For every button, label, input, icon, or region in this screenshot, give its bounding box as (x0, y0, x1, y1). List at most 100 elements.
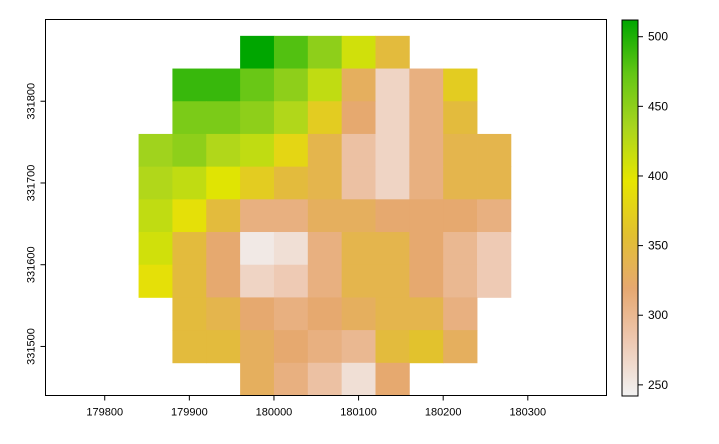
raster-cell (341, 199, 376, 233)
raster-cell (477, 264, 512, 298)
colorbar-tick-label: 500 (648, 30, 668, 44)
raster-cell (477, 232, 512, 266)
raster-cell (443, 68, 478, 102)
raster-cell (443, 101, 478, 135)
y-tick-label: 331800 (26, 83, 38, 120)
x-tick-label: 180100 (340, 407, 377, 419)
raster-cell (273, 232, 309, 266)
y-axis: 331500 331600 331700 331800 (26, 83, 46, 365)
raster-cell (477, 133, 512, 168)
colorbar-tick-label: 250 (648, 378, 668, 392)
raster-cell (172, 330, 207, 364)
color-legend: 250 300 350 400 450 500 (621, 19, 668, 397)
raster-cell (172, 199, 207, 233)
plot-border (45, 19, 607, 396)
raster-cell (375, 166, 410, 200)
raster-cell (375, 68, 410, 102)
raster-cell (443, 330, 478, 364)
colorbar-ticks: 250 300 350 400 450 500 (638, 30, 668, 392)
raster-cell (375, 362, 410, 396)
raster-cell (443, 166, 478, 200)
x-tick-label: 180200 (425, 407, 462, 419)
raster-cell (273, 297, 309, 331)
raster-cell (341, 297, 376, 331)
raster-cell (138, 166, 173, 200)
y-tick-label: 331700 (26, 165, 38, 202)
raster-cell (409, 133, 444, 168)
raster-cell (341, 362, 376, 396)
raster-cell (206, 166, 241, 200)
raster-cell (375, 232, 410, 266)
raster-cell (240, 232, 275, 266)
raster-cell (341, 35, 376, 69)
raster-cell (375, 330, 410, 364)
raster-cell (240, 264, 275, 298)
x-tick-label: 179800 (86, 407, 123, 419)
raster-cell (307, 232, 343, 266)
raster-cell (409, 166, 444, 200)
raster-cell (307, 199, 343, 233)
raster-cell (240, 101, 275, 135)
raster-cell (138, 133, 173, 168)
raster-cell (341, 232, 376, 266)
raster-cell (273, 330, 309, 364)
raster-cell (172, 166, 207, 200)
raster-cell (273, 35, 309, 69)
x-tick-label: 179900 (171, 407, 208, 419)
raster-cell (172, 264, 207, 298)
raster-cell (341, 133, 376, 168)
colorbar-tick-label: 400 (648, 169, 668, 183)
raster-cell (273, 166, 309, 200)
raster-cell (307, 35, 343, 69)
raster-cell (341, 330, 376, 364)
raster-cell (240, 362, 275, 396)
raster-cell (341, 166, 376, 200)
raster-cell (240, 133, 275, 168)
raster-cell (240, 199, 275, 233)
raster-cell (409, 264, 444, 298)
raster-cell (409, 297, 444, 331)
raster-cell (409, 199, 444, 233)
raster-cell (273, 362, 309, 396)
raster-cell (341, 101, 376, 135)
raster-cell (443, 232, 478, 266)
raster-cell (206, 101, 241, 135)
raster-cell (206, 232, 241, 266)
raster-cell (409, 101, 444, 135)
raster-cell (172, 101, 207, 135)
x-tick-label: 180300 (509, 407, 546, 419)
raster-cell (307, 297, 343, 331)
raster-cell (307, 166, 343, 200)
raster-cell (206, 133, 241, 168)
raster-cell (443, 133, 478, 168)
raster-cell (206, 264, 241, 298)
raster-cell (307, 133, 343, 168)
raster-cell (443, 199, 478, 233)
raster-cell (240, 68, 275, 102)
raster-cell (138, 232, 173, 266)
raster-cell (138, 199, 173, 233)
raster-cell (477, 199, 512, 233)
raster-cell (375, 264, 410, 298)
raster-cell (273, 101, 309, 135)
raster-cell (375, 199, 410, 233)
raster-cell (341, 264, 376, 298)
raster-cell (307, 264, 343, 298)
raster-cell (206, 297, 241, 331)
raster-cell (273, 133, 309, 168)
raster-cell (307, 101, 343, 135)
raster-cell (409, 68, 444, 102)
x-axis: 179800 179900 180000 180100 180200 180300 (86, 395, 546, 419)
y-tick-label: 331600 (26, 246, 38, 283)
raster-cell (206, 330, 241, 364)
raster-cell (138, 264, 173, 298)
colorbar-tick-label: 450 (648, 99, 668, 113)
raster-cell (307, 68, 343, 102)
raster-cell (172, 133, 207, 168)
raster-cell (273, 199, 309, 233)
raster-cell (273, 264, 309, 298)
raster-cell (206, 68, 241, 102)
raster-cell (172, 297, 207, 331)
raster-cell (375, 35, 410, 69)
